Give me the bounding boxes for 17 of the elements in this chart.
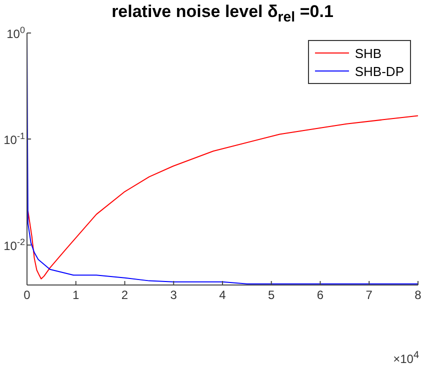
legend-label: SHB <box>354 46 382 60</box>
x-tick-label: 1 <box>72 288 80 302</box>
x-tick-label: 6 <box>316 288 324 302</box>
chart-title: relative noise level δ$_{rel}$ =0.1 <box>110 2 334 26</box>
line-series <box>27 115 418 280</box>
y-tick-label: 10$^{-1}$ <box>4 131 25 148</box>
x-tick-label: 4 <box>219 288 226 302</box>
text: ×10$^{4}$ <box>393 350 419 366</box>
x-tick-label: 8 <box>414 288 422 302</box>
x-tick-label: 5 <box>268 288 276 302</box>
x-tick-label: 2 <box>121 288 128 302</box>
legend-label: SHB-DP <box>354 64 404 78</box>
y-tick-label: 10$^{-2}$ <box>4 237 25 254</box>
x-tick-label: 3 <box>170 288 178 302</box>
x-tick-label: 7 <box>366 288 373 302</box>
y-tick-label: 10$^{0}$ <box>6 25 25 41</box>
x-tick-label: 0 <box>24 288 31 302</box>
